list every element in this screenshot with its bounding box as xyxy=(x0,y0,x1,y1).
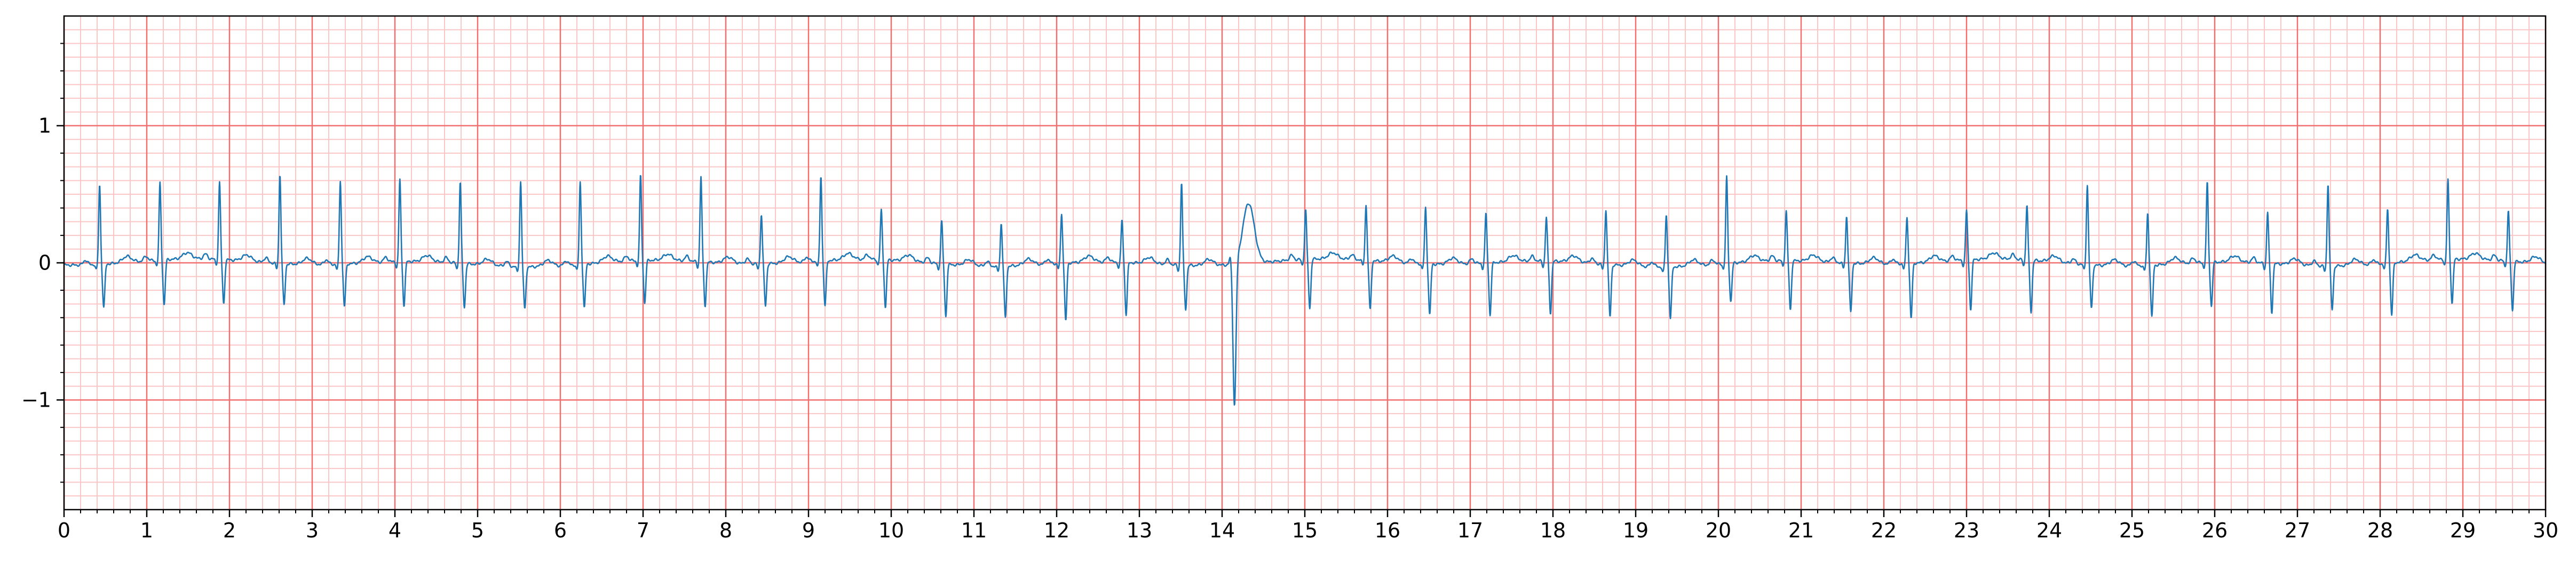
x-tick-label: 24 xyxy=(2036,519,2062,542)
x-tick-label: 18 xyxy=(1540,519,1566,542)
x-tick-label: 8 xyxy=(719,519,732,542)
x-tick-label: 13 xyxy=(1127,519,1152,542)
x-tick-label: 5 xyxy=(471,519,484,542)
x-tick-label: 17 xyxy=(1457,519,1483,542)
x-tick-label: 27 xyxy=(2285,519,2310,542)
x-tick-label: 20 xyxy=(1706,519,1731,542)
x-tick-label: 25 xyxy=(2119,519,2145,542)
x-tick-label: 23 xyxy=(1954,519,1979,542)
x-tick-label: 26 xyxy=(2202,519,2228,542)
x-tick-label: 16 xyxy=(1375,519,1400,542)
x-tick-label: 2 xyxy=(223,519,236,542)
x-tick-label: 0 xyxy=(58,519,70,542)
x-tick-label: 10 xyxy=(878,519,904,542)
x-tick-label: 6 xyxy=(554,519,567,542)
x-tick-label: 28 xyxy=(2367,519,2393,542)
x-tick-label: 9 xyxy=(802,519,815,542)
x-tick-label: 15 xyxy=(1292,519,1318,542)
x-tick-label: 11 xyxy=(961,519,987,542)
x-tick-label: 21 xyxy=(1788,519,1814,542)
x-tick-label: 14 xyxy=(1209,519,1235,542)
y-tick-label: −1 xyxy=(21,388,51,411)
x-tick-label: 19 xyxy=(1623,519,1648,542)
x-tick-label: 12 xyxy=(1044,519,1069,542)
y-tick-label: 0 xyxy=(38,251,51,275)
x-tick-label: 22 xyxy=(1871,519,1897,542)
x-tick-label: 4 xyxy=(389,519,401,542)
x-tick-label: 29 xyxy=(2450,519,2476,542)
x-tick-label: 3 xyxy=(306,519,319,542)
y-tick-label: 1 xyxy=(38,114,51,138)
x-tick-label: 7 xyxy=(637,519,649,542)
x-tick-label: 1 xyxy=(140,519,153,542)
x-tick-label: 30 xyxy=(2533,519,2558,542)
